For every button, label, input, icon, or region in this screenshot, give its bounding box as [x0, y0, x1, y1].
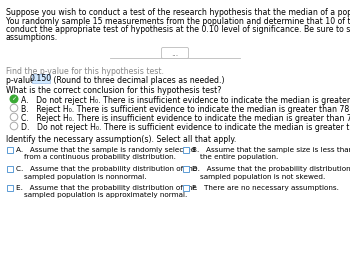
Text: A.   Do not reject H₀. There is insufficient evidence to indicate the median is : A. Do not reject H₀. There is insufficie… — [21, 96, 350, 105]
FancyBboxPatch shape — [183, 166, 189, 172]
Circle shape — [10, 122, 18, 130]
Text: C.   Assume that the probability distribution of the: C. Assume that the probability distribut… — [15, 166, 197, 172]
Circle shape — [10, 95, 18, 103]
Text: ✓: ✓ — [11, 96, 17, 101]
FancyBboxPatch shape — [183, 185, 189, 190]
Text: (Round to three decimal places as needed.): (Round to three decimal places as needed… — [51, 76, 224, 85]
Text: sampled population is not skewed.: sampled population is not skewed. — [199, 173, 325, 180]
Text: C.   Reject H₀. There is insufficient evidence to indicate the median is greater: C. Reject H₀. There is insufficient evid… — [21, 114, 350, 123]
Text: You randomly sample 15 measurements from the population and determine that 10 of: You randomly sample 15 measurements from… — [6, 16, 350, 26]
Text: assumptions.: assumptions. — [6, 34, 58, 43]
Text: 0.150: 0.150 — [29, 74, 51, 83]
Text: D.   Assume that the probability distribution of the: D. Assume that the probability distribut… — [191, 166, 350, 172]
Text: F.   There are no necessary assumptions.: F. There are no necessary assumptions. — [191, 185, 338, 191]
Text: p-value =: p-value = — [6, 76, 46, 85]
Text: conduct the appropriate test of hypothesis at the 0.10 level of significance. Be: conduct the appropriate test of hypothes… — [6, 25, 350, 34]
Text: Find the p-value for this hypothesis test.: Find the p-value for this hypothesis tes… — [6, 67, 164, 76]
FancyBboxPatch shape — [32, 74, 49, 83]
Text: Suppose you wish to conduct a test of the research hypothesis that the median of: Suppose you wish to conduct a test of th… — [6, 8, 350, 17]
FancyBboxPatch shape — [7, 185, 13, 190]
Text: D.   Do not reject H₀. There is sufficient evidence to indicate the median is gr: D. Do not reject H₀. There is sufficient… — [21, 123, 350, 132]
Text: A.   Assume that the sample is randomly selected: A. Assume that the sample is randomly se… — [15, 147, 195, 153]
FancyBboxPatch shape — [183, 147, 189, 153]
Text: the entire population.: the entire population. — [199, 155, 278, 160]
FancyBboxPatch shape — [161, 48, 189, 58]
Text: sampled population is approximately normal.: sampled population is approximately norm… — [23, 192, 187, 198]
FancyBboxPatch shape — [7, 166, 13, 172]
Circle shape — [10, 104, 18, 112]
Text: B.   Reject H₀. There is sufficient evidence to indicate the median is greater t: B. Reject H₀. There is sufficient eviden… — [21, 105, 350, 114]
Text: E.   Assume that the probability distribution of the: E. Assume that the probability distribut… — [15, 185, 196, 191]
Text: ...: ... — [172, 48, 178, 58]
Text: from a continuous probability distribution.: from a continuous probability distributi… — [23, 155, 175, 160]
Circle shape — [10, 113, 18, 121]
Text: sampled population is nonnormal.: sampled population is nonnormal. — [23, 173, 146, 180]
Text: What is the correct conclusion for this hypothesis test?: What is the correct conclusion for this … — [6, 86, 221, 95]
Text: Identify the necessary assumption(s). Select all that apply.: Identify the necessary assumption(s). Se… — [6, 135, 236, 144]
FancyBboxPatch shape — [7, 147, 13, 153]
Text: B.   Assume that the sample size is less than 5% of: B. Assume that the sample size is less t… — [191, 147, 350, 153]
